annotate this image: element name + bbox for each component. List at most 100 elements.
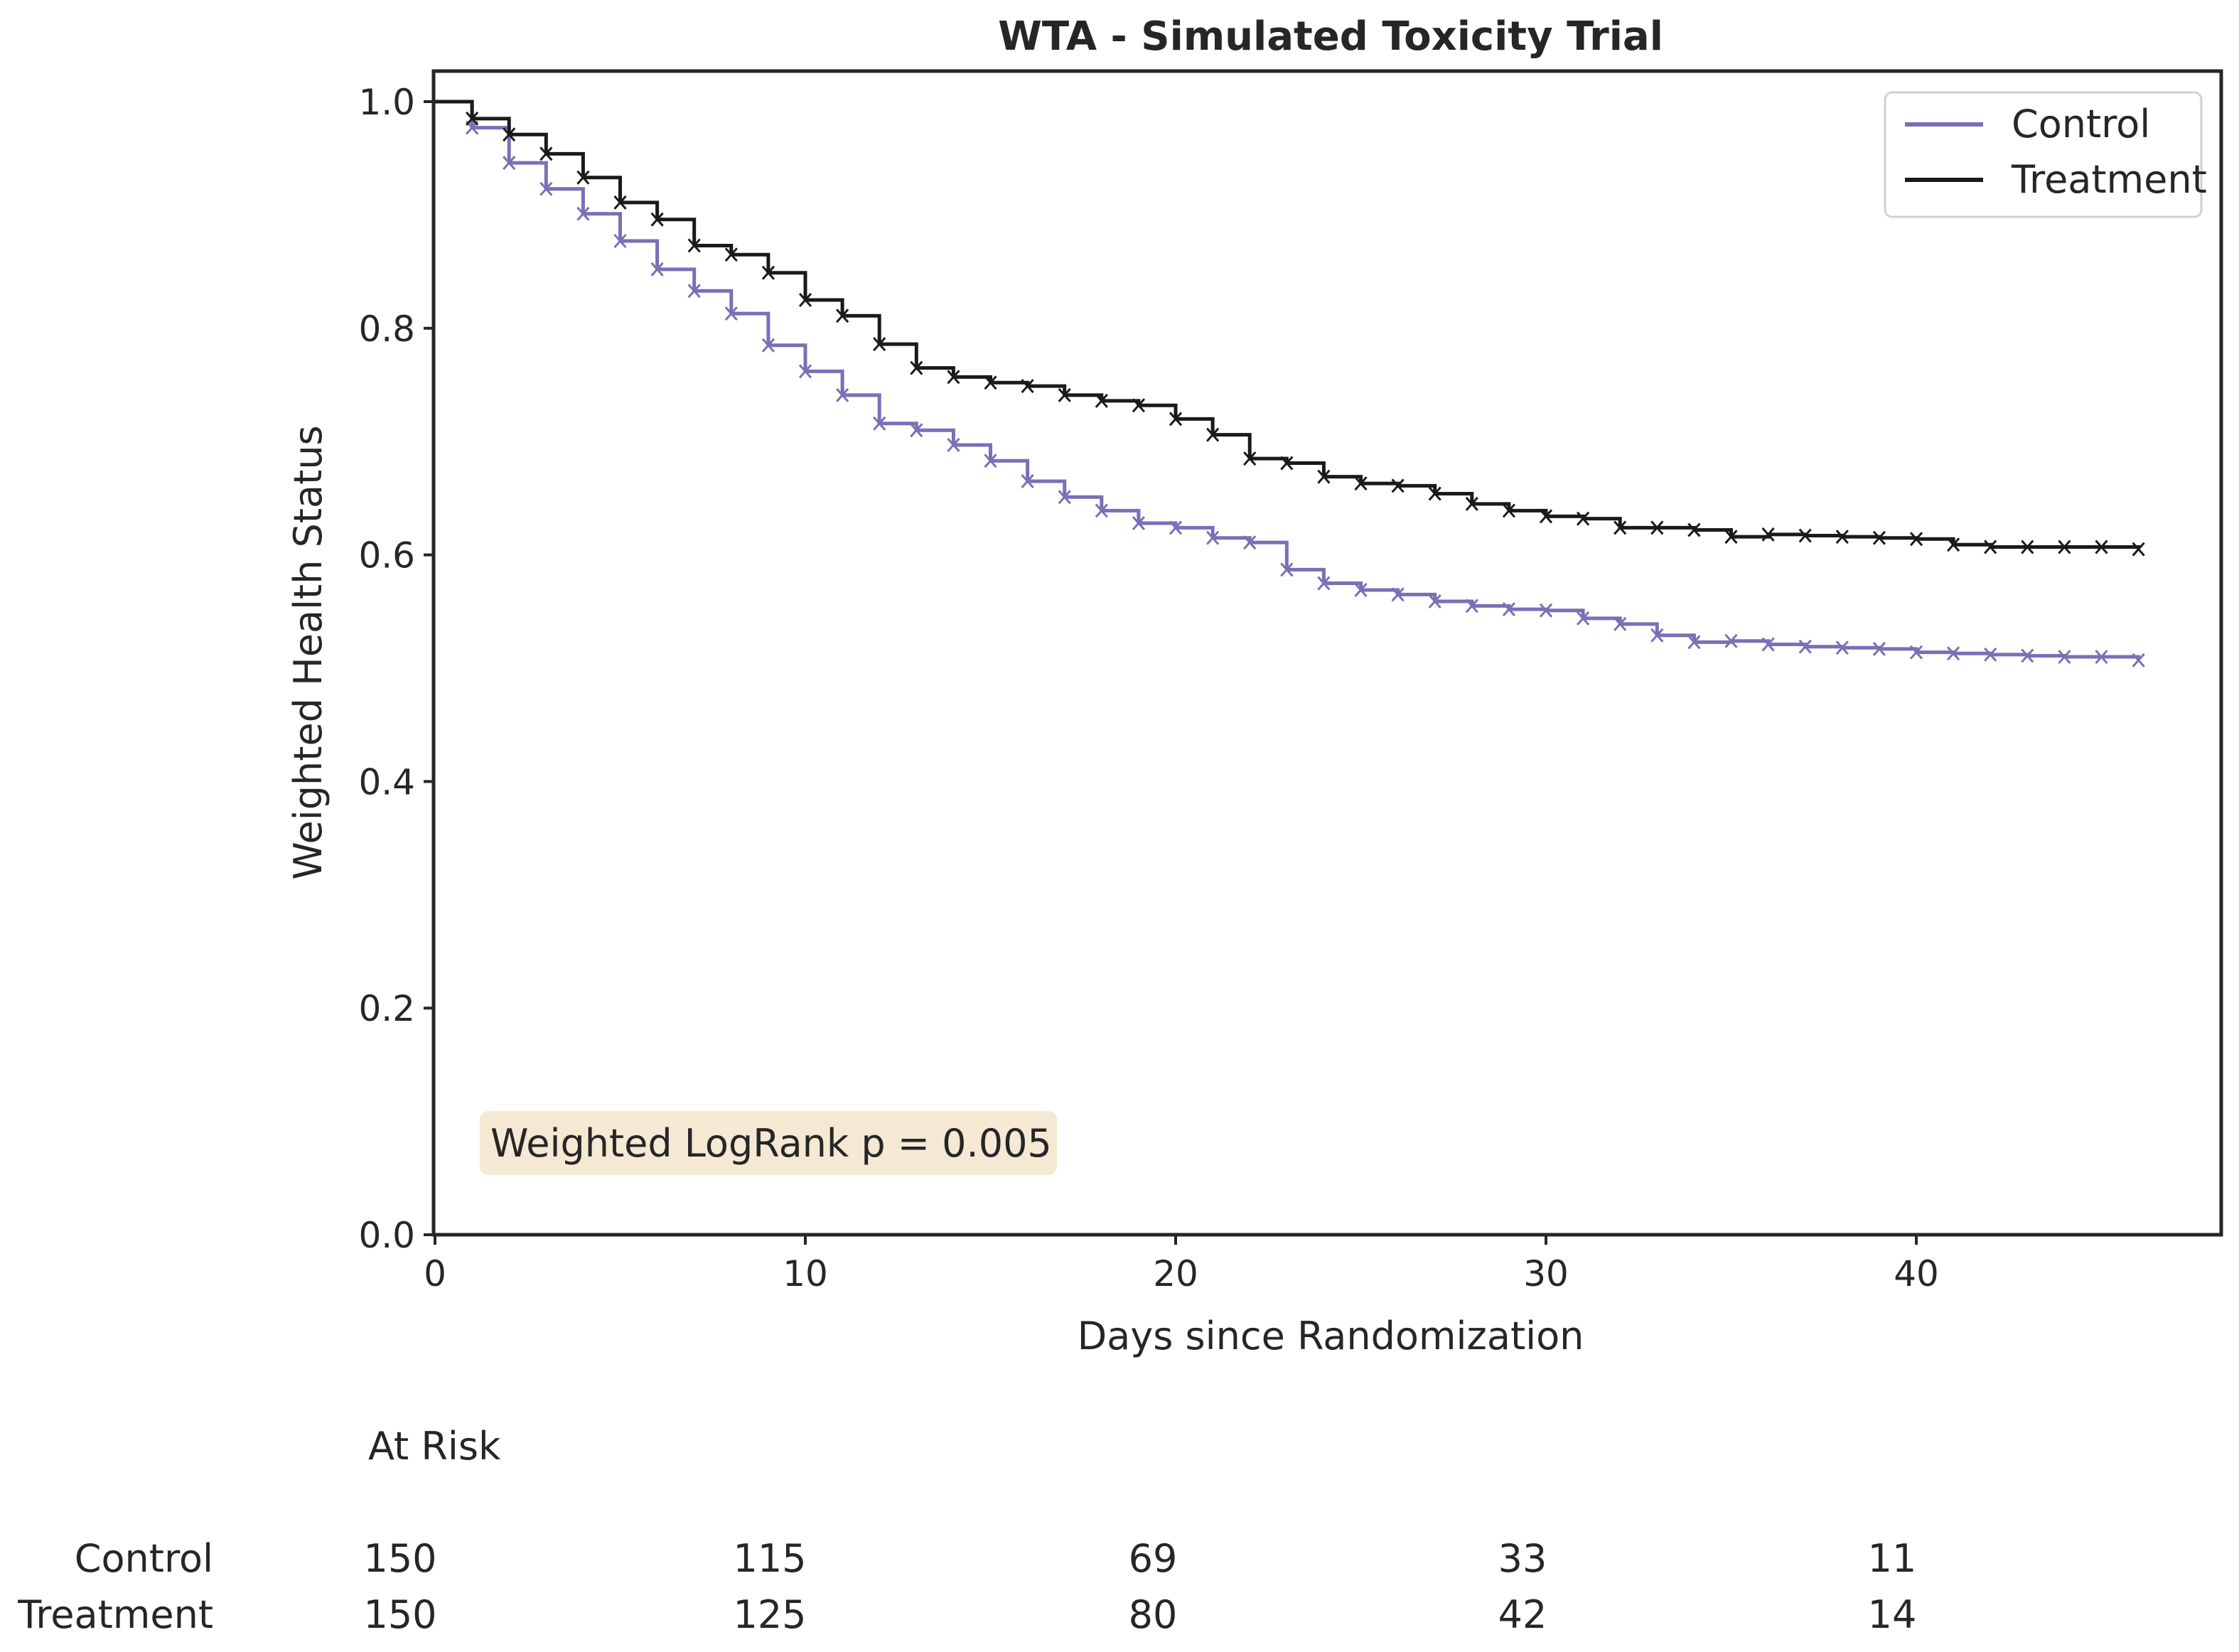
x-axis-label: Days since Randomization xyxy=(1078,1314,1584,1358)
censor-mark xyxy=(2021,648,2034,663)
censor-mark xyxy=(1169,520,1183,535)
censor-mark xyxy=(1391,478,1405,493)
censor-mark xyxy=(1021,379,1034,394)
censor-mark xyxy=(910,423,923,438)
censor-mark xyxy=(1428,594,1441,608)
censor-mark xyxy=(2095,540,2108,554)
censor-mark xyxy=(1539,509,1553,524)
censor-mark xyxy=(1391,587,1405,602)
censor-mark xyxy=(613,234,627,249)
y-axis-label: Weighted Health Status xyxy=(286,425,331,879)
censor-mark xyxy=(1132,398,1146,413)
censor-mark xyxy=(947,437,960,452)
censor-mark xyxy=(650,212,664,227)
censor-mark xyxy=(835,309,849,323)
censor-mark xyxy=(1835,530,1849,545)
censor-mark xyxy=(2095,650,2108,665)
censor-mark xyxy=(1317,469,1331,484)
censor-mark xyxy=(576,206,590,221)
x-tick-label: 10 xyxy=(783,1253,828,1294)
censor-mark xyxy=(984,454,997,468)
censor-mark xyxy=(1095,393,1108,408)
y-tick-label: 0.8 xyxy=(358,309,415,350)
censor-mark xyxy=(503,156,516,171)
censor-mark xyxy=(687,238,701,253)
logrank-annotation: Weighted LogRank p = 0.005 xyxy=(490,1121,1052,1166)
censor-mark xyxy=(1650,628,1664,643)
censor-mark xyxy=(2058,650,2071,665)
censor-mark xyxy=(1317,576,1331,591)
censor-mark xyxy=(1428,486,1441,501)
censor-mark xyxy=(2132,653,2145,667)
x-tick-label: 0 xyxy=(424,1253,446,1294)
censor-mark xyxy=(1280,562,1294,577)
censor-mark xyxy=(1835,640,1849,655)
censor-mark xyxy=(1206,530,1220,545)
censor-mark xyxy=(761,265,775,280)
censor-mark xyxy=(1206,427,1220,442)
censor-mark xyxy=(873,337,886,352)
censor-mark xyxy=(1502,503,1516,518)
censor-mark xyxy=(2132,542,2145,557)
censor-mark xyxy=(503,127,516,142)
y-tick-label: 0.4 xyxy=(358,761,415,803)
legend: Control Treatment xyxy=(1884,91,2207,218)
censor-mark xyxy=(1539,603,1553,618)
censor-mark xyxy=(2058,540,2071,554)
censor-mark xyxy=(1354,476,1368,491)
censor-mark xyxy=(1909,532,1923,547)
censor-mark xyxy=(1650,520,1664,535)
censor-mark xyxy=(835,387,849,402)
censor-mark xyxy=(1465,599,1478,613)
censor-mark xyxy=(1465,496,1478,511)
censor-mark xyxy=(873,416,886,431)
censor-mark xyxy=(1872,530,1886,545)
censor-mark xyxy=(1021,473,1034,488)
censor-mark xyxy=(687,284,701,299)
censor-mark xyxy=(1058,490,1071,505)
censor-mark xyxy=(1502,602,1516,617)
censor-mark xyxy=(1614,616,1627,631)
censor-mark xyxy=(910,360,923,375)
censor-mark xyxy=(1169,412,1183,427)
annotation-box: Weighted LogRank p = 0.005 xyxy=(480,1111,1057,1175)
censor-mark xyxy=(1909,645,1923,660)
x-tick-label: 30 xyxy=(1523,1253,1569,1294)
censor-mark xyxy=(1576,611,1590,626)
censor-mark xyxy=(1095,503,1108,518)
censor-mark xyxy=(1946,537,1960,552)
censor-mark xyxy=(465,111,479,126)
censor-mark xyxy=(1761,527,1775,542)
legend-label-treatment: Treatment xyxy=(2011,157,2207,202)
censor-mark xyxy=(613,195,627,210)
censor-mark xyxy=(1761,637,1775,652)
y-tick-label: 0.6 xyxy=(358,535,415,576)
censor-mark xyxy=(1984,647,1997,662)
censor-mark xyxy=(1946,646,1960,661)
censor-mark xyxy=(1724,530,1738,545)
censor-mark xyxy=(1576,511,1590,526)
series-line-control xyxy=(435,100,2141,660)
censor-mark xyxy=(1132,515,1146,530)
censor-mark xyxy=(1984,540,1997,554)
censor-mark xyxy=(650,262,664,277)
x-tick-label: 20 xyxy=(1153,1253,1198,1294)
censor-mark xyxy=(984,375,997,390)
censor-mark xyxy=(1687,635,1701,650)
censor-mark xyxy=(1243,451,1257,466)
series-line-treatment xyxy=(435,100,2141,549)
censor-mark xyxy=(1614,520,1627,535)
censor-mark xyxy=(724,306,738,321)
censor-mark xyxy=(761,338,775,353)
censor-mark xyxy=(724,247,738,262)
y-tick-label: 0.0 xyxy=(358,1215,415,1256)
y-tick-label: 0.2 xyxy=(358,988,415,1029)
x-tick-label: 40 xyxy=(1894,1253,1939,1294)
censor-mark xyxy=(1872,641,1886,656)
censor-mark xyxy=(1798,528,1812,543)
legend-label-control: Control xyxy=(2012,102,2150,146)
y-tick-label: 1.0 xyxy=(358,82,415,123)
censor-mark xyxy=(798,292,812,307)
censor-mark xyxy=(1280,456,1294,471)
censor-mark xyxy=(576,170,590,185)
